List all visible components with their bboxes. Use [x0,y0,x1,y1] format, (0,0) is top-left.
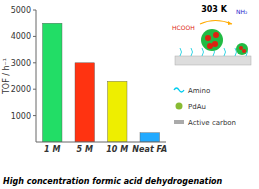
nanoparticle-small [236,43,248,55]
amino-squiggle [180,48,182,56]
nanoparticle-dot [207,43,213,49]
category-label: 10 M [106,145,128,154]
nanoparticle-dot [213,32,219,38]
y-tick-label: 1000 [11,112,31,121]
category-label: 5 M [77,145,93,154]
y-tick-label: 2000 [11,85,31,94]
nanoparticle-dot [242,49,246,53]
annotation: NH₂ [236,8,248,15]
amino-squiggle [191,48,193,56]
amino-squiggle [202,48,204,56]
bars [43,23,160,142]
y-tick-label: 4000 [11,32,31,41]
key-symbol [174,88,184,92]
chart: 1000 2000 3000 4000 5000 1 M 5 M 10 M Neat FA TOF… [0,0,259,189]
category-label: Neat FA [132,145,167,154]
bar [140,133,160,142]
category-label: 1 M [44,145,60,154]
arrow [200,21,232,25]
support-slab [175,56,251,65]
key-label: Active carbon [188,119,236,127]
bar [43,23,63,142]
y-axis-label: TOF / h⁻¹ [2,58,11,95]
bar [108,81,128,142]
arrow-head [228,21,232,25]
key-label: PdAu [188,103,206,111]
annotation: 303 K [201,5,227,14]
y-axis [36,10,37,142]
y-tick-label: 5000 [11,6,31,15]
amino-squiggle [224,48,226,56]
annotation: HCOOH [172,24,195,31]
bar [75,63,95,142]
nanoparticle [201,29,223,51]
key-symbol [176,103,183,110]
x-axis [36,142,166,143]
y-tick-label: 3000 [11,59,31,68]
nanoparticle-dot [205,35,211,41]
key-label: Amino [188,87,210,95]
key-symbol [174,120,184,124]
nanoparticle-dot [239,46,243,50]
x-axis-label: High concentration formic acid dehydroge… [3,177,223,186]
